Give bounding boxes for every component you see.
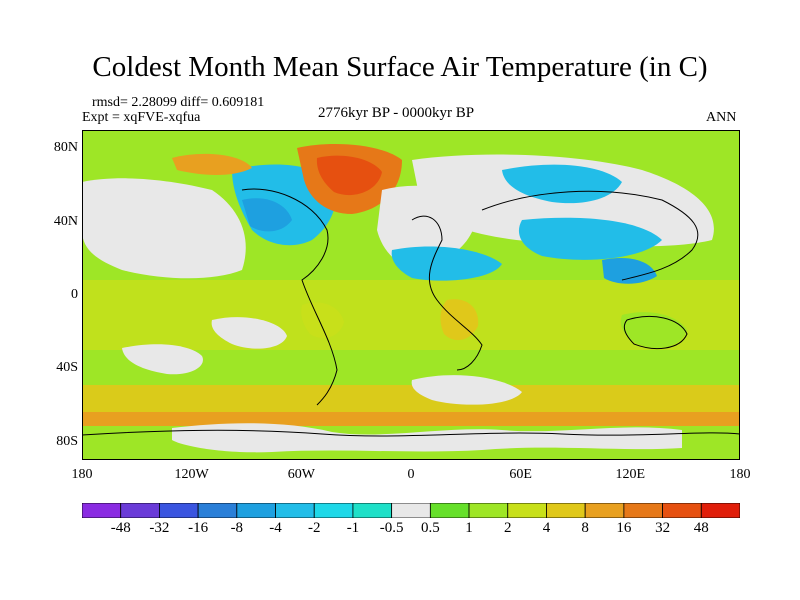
central-asia-cool-region xyxy=(518,217,662,260)
north-pacific-white-region xyxy=(82,178,246,279)
colorbar-label: 0.5 xyxy=(420,520,440,536)
season-label: ANN xyxy=(706,110,737,125)
latitude-label: 80N xyxy=(53,140,78,156)
colorbar-label: 2 xyxy=(504,520,512,536)
colorbar-label: -4 xyxy=(269,520,282,536)
antarctica-white-patch xyxy=(172,423,682,453)
colorbar-swatch xyxy=(82,503,122,518)
colorbar-label: 1 xyxy=(465,520,473,536)
australia-region xyxy=(620,312,687,348)
map-frame xyxy=(82,130,740,460)
longitude-label: 120E xyxy=(615,467,646,482)
stats-label: rmsd= 2.28099 diff= 0.609181 xyxy=(92,95,265,110)
longitude-label: 60W xyxy=(287,467,315,482)
colorbar-swatch xyxy=(313,503,354,518)
longitude-label: 180 xyxy=(71,467,93,482)
colorbar-label: -48 xyxy=(110,520,131,536)
latitude-label: 0 xyxy=(71,287,78,302)
experiment-label: Expt = xqFVE-xqfua xyxy=(82,110,201,125)
australia-coastline xyxy=(623,316,688,350)
colorbar-label: -2 xyxy=(307,520,321,536)
colorbar-label: 48 xyxy=(693,520,709,536)
colorbar-label: -32 xyxy=(149,520,170,536)
africa-europe-coastline xyxy=(411,215,483,371)
temperature-map xyxy=(82,130,740,460)
south-atlantic-white-patch xyxy=(411,375,522,405)
southern-africa-warm-region xyxy=(440,299,479,341)
colorbar-swatch xyxy=(352,503,393,518)
greenland-hot-core xyxy=(316,155,382,196)
colorbar-label: -1 xyxy=(346,520,360,536)
colorbar-swatch xyxy=(429,503,470,518)
colorbar-swatch xyxy=(700,503,740,518)
latitude-label: 40S xyxy=(56,360,78,376)
colorbar-swatch xyxy=(159,503,199,518)
colorbar-swatch xyxy=(546,503,586,518)
longitude-label: 60E xyxy=(509,467,532,482)
antarctic-coast-band xyxy=(82,412,740,426)
americas-coastline xyxy=(241,188,338,406)
colorbar-swatch xyxy=(468,503,509,518)
arctic-warm-patch xyxy=(172,153,252,175)
india-cool-region xyxy=(602,257,657,284)
colorbar-label: 8 xyxy=(581,520,589,536)
colorbar xyxy=(82,503,740,518)
sahara-cool-region xyxy=(391,246,502,281)
colorbar-label: -0.5 xyxy=(379,520,404,536)
latitude-label: 80S xyxy=(56,433,78,449)
longitude-label: 0 xyxy=(407,467,415,482)
east-pacific-white-patch xyxy=(211,317,287,349)
map-title: Coldest Month Mean Surface Air Temperatu… xyxy=(92,51,708,83)
colorbar-swatch xyxy=(236,503,276,518)
antarctica-coastline xyxy=(82,429,740,437)
latitude-label: 40N xyxy=(53,213,78,229)
siberia-cool-region xyxy=(502,164,622,204)
north-america-cold-core xyxy=(242,198,292,232)
colorbar-swatch xyxy=(120,503,160,518)
colorbar-swatch xyxy=(391,503,431,518)
colorbar-label: -8 xyxy=(230,520,244,536)
colorbar-label: 16 xyxy=(616,520,632,536)
colorbar-swatch xyxy=(584,503,625,518)
south-america-warm-region xyxy=(301,302,344,338)
colorbar-swatch xyxy=(197,503,238,518)
colorbar-label: -16 xyxy=(188,520,209,536)
period-label: 2776kyr BP - 0000kyr BP xyxy=(318,105,475,121)
south-pacific-white-patch xyxy=(122,344,203,375)
colorbar-label: 4 xyxy=(542,520,551,536)
colorbar-label: 32 xyxy=(655,520,671,536)
longitude-label: 120W xyxy=(174,467,209,482)
colorbar-swatch xyxy=(623,503,663,518)
colorbar-swatch xyxy=(662,503,702,518)
colorbar-swatch xyxy=(507,503,547,518)
asia-coastline xyxy=(481,190,699,281)
longitude-label: 180 xyxy=(729,467,751,482)
colorbar-swatch xyxy=(275,503,315,518)
